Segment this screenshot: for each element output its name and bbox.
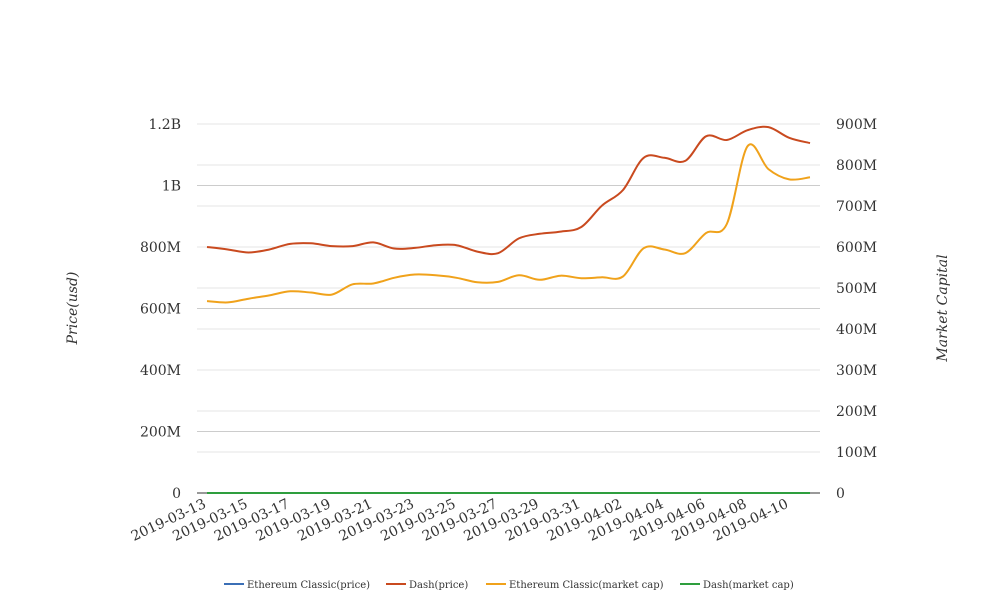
- y-right-tick-label: 600M: [836, 240, 877, 256]
- y-left-tick-label: 0: [172, 486, 181, 502]
- series-line-ethereum-classic-market-cap: [206, 143, 811, 304]
- y-axis-left-title: Price(usd): [65, 272, 81, 346]
- series-line-dash-price: [206, 125, 811, 256]
- y-right-tick-label: 400M: [836, 322, 877, 338]
- legend-label-ethereum-classic-market-cap: Ethereum Classic(market cap): [509, 580, 664, 591]
- y-axis-right-title: Market Capital: [935, 254, 951, 362]
- y-right-tick-label: 800M: [836, 158, 877, 174]
- grid-layer: [197, 123, 820, 453]
- y-left-tick-label: 400M: [140, 363, 181, 379]
- y-right-tick-label: 300M: [836, 363, 877, 379]
- y-right-tick-label: 200M: [836, 404, 877, 420]
- axis-layer: 0 200M 400M 600M 800M 1B 1.2B 0 100M 200M 300M 400M…: [129, 117, 877, 545]
- y-right-tick-label: 100M: [836, 445, 877, 461]
- y-left-tick-label: 200M: [140, 425, 181, 441]
- series-layer: [206, 125, 811, 495]
- y-left-tick-label: 1B: [162, 179, 181, 195]
- legend-label-dash-price: Dash(price): [409, 580, 468, 591]
- y-left-tick-label: 800M: [140, 240, 181, 256]
- y-right-tick-label: 900M: [836, 117, 877, 133]
- legend: Ethereum Classic(price) Dash(price) Ethere…: [224, 580, 794, 591]
- legend-label-dash-market-cap: Dash(market cap): [703, 580, 794, 591]
- y-right-tick-label: 700M: [836, 199, 877, 215]
- legend-label-ethereum-classic-price: Ethereum Classic(price): [247, 580, 370, 591]
- y-left-tick-label: 1.2B: [148, 117, 181, 133]
- y-right-tick-label: 500M: [836, 281, 877, 297]
- y-left-tick-label: 600M: [140, 302, 181, 318]
- y-right-tick-label: 0: [836, 486, 845, 502]
